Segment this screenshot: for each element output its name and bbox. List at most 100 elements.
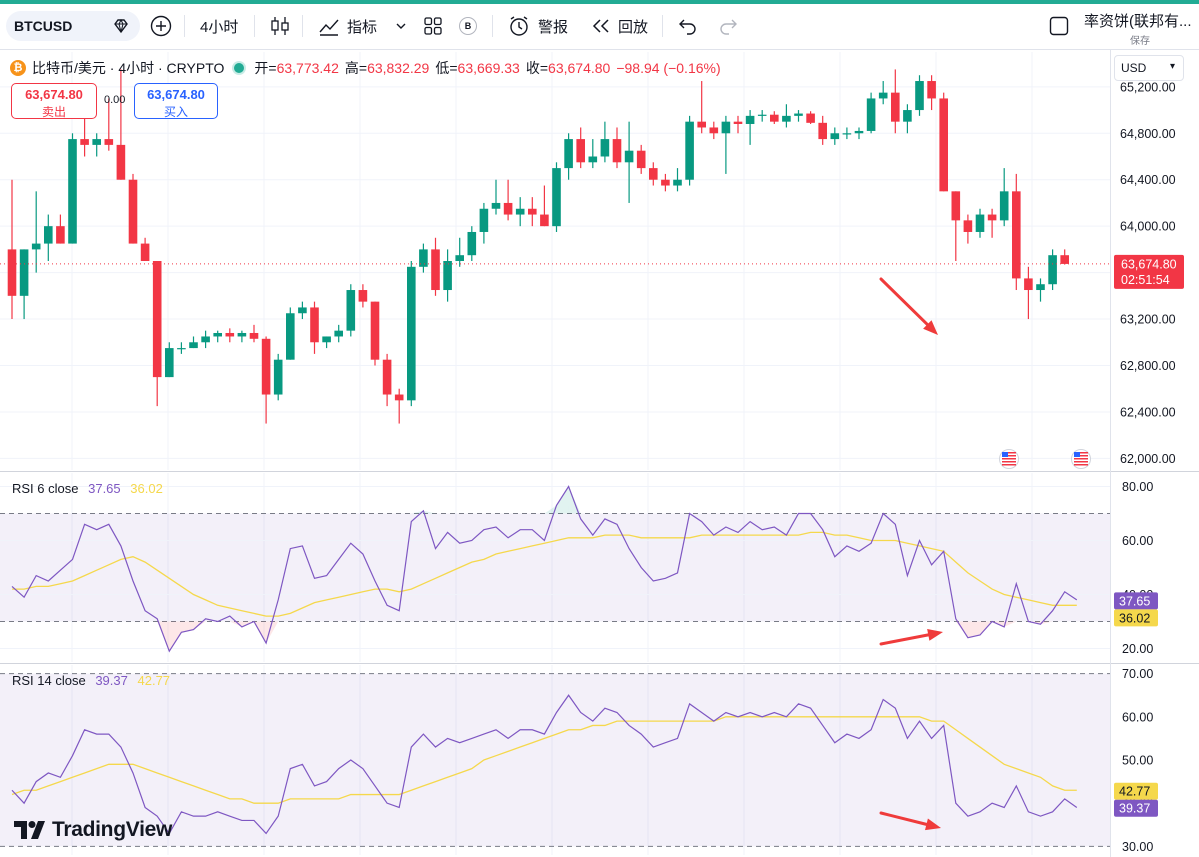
candle-body — [697, 121, 706, 128]
sell-price: 63,674.80 — [25, 87, 83, 102]
rsi6-value: 37.65 — [88, 481, 121, 496]
candle-body — [237, 332, 247, 337]
candle-body — [503, 202, 513, 215]
rsi-value-badge — [1114, 592, 1158, 610]
b-badge-button[interactable]: B — [459, 11, 477, 41]
accent-stripe — [0, 0, 1199, 4]
spread-value: 0.00 — [104, 94, 126, 106]
close-value: 63,674.80 — [548, 60, 611, 76]
oversold-fill — [181, 621, 194, 633]
oversold-fill — [169, 621, 182, 652]
interval-button[interactable]: 4小时 — [200, 18, 239, 36]
rsi-axis-tick: 60.00 — [1122, 534, 1153, 548]
candle-body — [491, 202, 501, 209]
candle-body — [878, 92, 888, 99]
rsi-axis-tick: 80.00 — [1122, 480, 1153, 494]
candle-body — [346, 290, 356, 331]
oversold-fill — [266, 621, 279, 644]
arrow-annotation-shaft — [879, 277, 929, 326]
arrow-annotation — [879, 277, 938, 335]
layout-save[interactable]: 率资饼(联邦有... 保存 — [1084, 10, 1196, 47]
candle-body — [322, 336, 331, 343]
chevron-down-icon: ▾ — [1169, 61, 1175, 72]
rsi-line — [11, 485, 1078, 653]
candle-body — [249, 332, 259, 339]
oversold-fill — [229, 621, 242, 627]
candle-body — [394, 394, 404, 401]
currency-select[interactable]: USD ▾ — [1114, 55, 1184, 81]
candle-body — [794, 113, 803, 116]
replay-icon[interactable] — [591, 11, 611, 41]
diamond-icon[interactable] — [112, 17, 130, 38]
tradingview-logo: TradingView — [14, 818, 172, 842]
buy-button[interactable]: 63,674.80 买入 — [134, 83, 218, 119]
open-label: 开= — [254, 60, 277, 76]
us-flag-icon-stripe — [1074, 461, 1088, 463]
alarm-icon[interactable] — [508, 11, 530, 41]
arrow-annotation — [879, 811, 941, 831]
rsi14-value: 39.37 — [95, 673, 128, 688]
candle-body — [370, 301, 380, 360]
us-flag-icon-stripe — [1002, 464, 1016, 466]
sell-button[interactable]: 63,674.80 卖出 — [11, 83, 97, 119]
high-label: 高= — [344, 60, 368, 76]
candle-body — [588, 156, 598, 163]
low-value: 63,669.33 — [457, 60, 520, 76]
candle-body — [854, 130, 864, 134]
candle-body — [298, 307, 307, 314]
indicators-icon[interactable] — [318, 11, 340, 41]
oversold-fill — [967, 621, 980, 638]
candle-body — [419, 249, 428, 267]
candle-body — [540, 214, 549, 227]
candle-body — [636, 150, 646, 169]
rsi14-ma-value: 42.77 — [137, 673, 171, 688]
candle-body — [1048, 255, 1057, 285]
candle-body — [624, 150, 634, 163]
change-value: −98.94 (−0.16%) — [616, 60, 721, 76]
candle-body — [842, 133, 852, 135]
price-legend: ₿ 比特币/美元 · 4小时 · CRYPTO 开= 63,773.42 高= … — [10, 57, 727, 79]
save-label: 保存 — [1130, 36, 1150, 47]
candles-icon[interactable] — [270, 11, 290, 41]
alert-button[interactable]: 警报 — [538, 18, 569, 36]
arrow-annotation-shaft — [879, 811, 928, 826]
us-flag-icon-canton — [1002, 452, 1008, 457]
candle-body — [963, 220, 973, 232]
candle-body — [286, 313, 295, 360]
candle-body — [757, 114, 767, 116]
high-value: 63,832.29 — [367, 60, 430, 76]
candle-body — [987, 214, 997, 221]
add-icon[interactable] — [150, 11, 172, 41]
candle-body — [1060, 255, 1069, 264]
checkbox-icon[interactable] — [1049, 11, 1069, 41]
us-flag-icon-stripe — [1074, 455, 1088, 457]
rsi-band-fill — [0, 673, 1110, 847]
tradingview-logo-icon — [14, 821, 45, 839]
candle-body — [104, 139, 114, 145]
candle-body — [165, 348, 174, 378]
undo-icon[interactable] — [678, 11, 698, 41]
overbought-fill — [423, 510, 436, 514]
candle-body — [975, 214, 985, 232]
close-label: 收= — [525, 60, 549, 76]
indicators-button[interactable]: 指标 — [347, 18, 378, 36]
redo-icon[interactable] — [718, 11, 738, 41]
rsi-value-badge-text: 37.65 — [1119, 594, 1150, 608]
candle-body — [528, 208, 537, 215]
chevron-down-icon[interactable] — [395, 11, 407, 41]
candle-body — [382, 359, 392, 395]
symbol-search[interactable]: BTCUSD — [6, 11, 140, 41]
arrow-annotation-shaft — [879, 633, 930, 646]
candle-body — [407, 266, 416, 401]
candle-body — [56, 226, 65, 244]
rsi-band-fill — [0, 513, 1110, 622]
price-axis-tick: 64,400.00 — [1120, 173, 1176, 187]
candle-body — [7, 249, 17, 296]
templates-icon[interactable] — [423, 11, 443, 41]
candle-body — [213, 332, 222, 337]
replay-button[interactable]: 回放 — [618, 18, 649, 36]
candle-body — [310, 307, 319, 343]
candle-body — [927, 81, 936, 99]
top-toolbar: BTCUSD 4小时 指标 B 警报 回放 率资饼(联邦有. — [0, 0, 1199, 50]
